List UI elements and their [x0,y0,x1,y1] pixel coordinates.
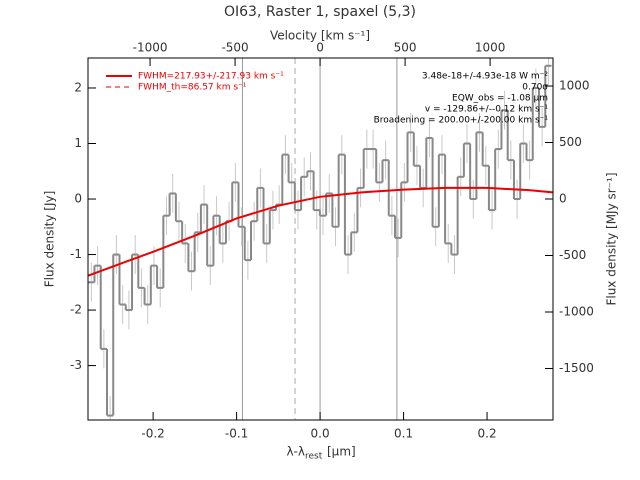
x2-tick-label: -1000 [133,41,168,55]
fit-line [87,186,554,277]
y-tick-label: 0 [74,192,82,206]
y2-label: Flux density [MJy sr⁻¹] [605,172,619,305]
annotation: 3.48e-18+/-4.93e-18 W m⁻² [422,72,549,82]
x2-tick-label: -500 [221,41,248,55]
x-tick-label: 0.1 [394,427,413,441]
x-tick-label: -0.1 [225,427,248,441]
y-tick-label: -3 [70,358,82,372]
y2-tick-label: -1500 [559,361,594,375]
x-label: λ-λ [286,445,305,459]
legend-label: FWHM=217.93+/-217.93 km s⁻¹ [138,72,284,82]
x-label-unit: [μm] [327,445,356,459]
y2-tick-label: 0 [559,192,567,206]
y-label: Flux density [Jy] [43,191,57,288]
chart-title: OI63, Raster 1, spaxel (5,3) [224,4,416,20]
y2-tick-label: 500 [559,135,582,149]
y2-tick-label: 1000 [559,79,590,93]
y2-tick-label: -1000 [559,304,594,318]
annotation: v = -129.86+/--0.12 km s⁻¹ [425,105,549,115]
x2-label: Velocity [km s⁻¹] [270,29,370,43]
y-tick-label: -1 [70,247,82,261]
annotation: EQW_obs = -1.08 μm [452,94,548,104]
x-tick-label: -0.2 [141,427,164,441]
x-label-sub: rest [305,452,323,462]
y-tick-label: 1 [74,136,82,150]
annotation: 0.70σ [522,83,548,93]
annotation: Broadening = 200.00+/-200.00 km s⁻¹ [374,116,549,126]
x-tick-label: 0.2 [478,427,497,441]
y2-tick-label: -500 [559,248,586,262]
x-tick-label: 0.0 [311,427,330,441]
x2-tick-label: 0 [316,41,324,55]
legend-label: FWHM_th=86.57 km s⁻¹ [138,83,247,93]
y-tick-label: -2 [70,303,82,317]
y-tick-label: 2 [74,80,82,94]
x2-tick-label: 500 [394,41,417,55]
x2-tick-label: 1000 [475,41,506,55]
